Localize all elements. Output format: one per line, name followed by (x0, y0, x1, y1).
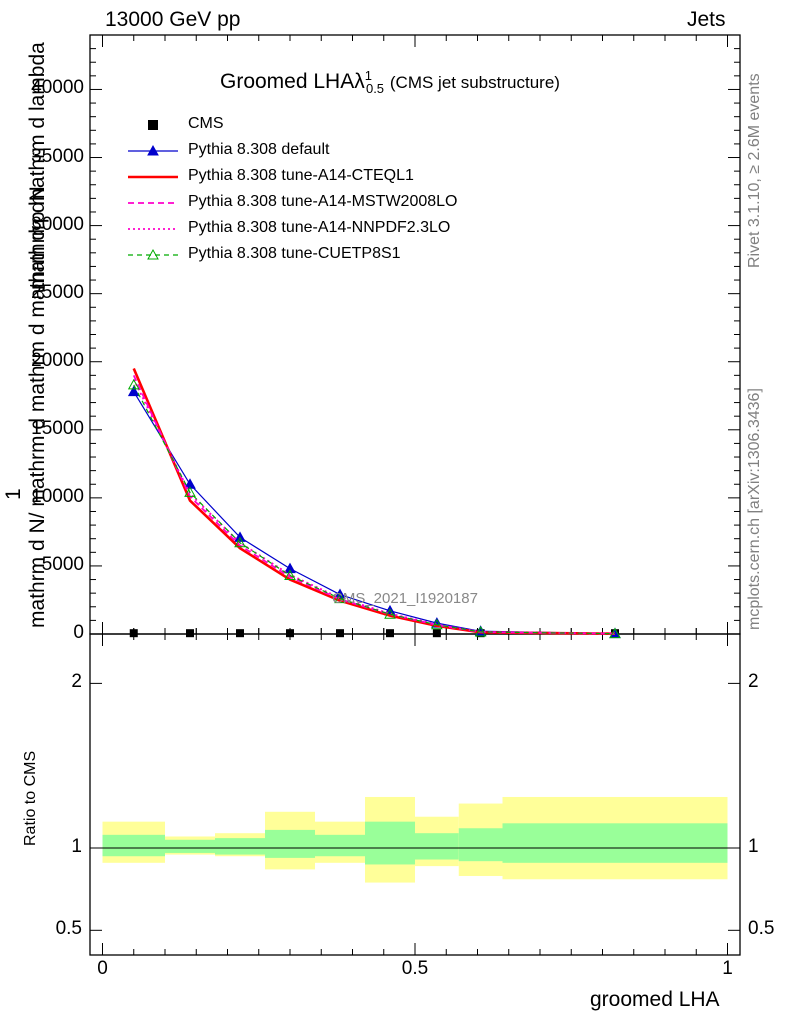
y-tick-label: 40000 (31, 77, 84, 99)
cms-data-point (129, 629, 138, 638)
ratio-tick-label: 0.5 (55, 918, 82, 940)
series-point (334, 592, 346, 604)
ratio-tick-label-right: 2 (748, 671, 759, 693)
ratio-frame-box (89, 633, 741, 956)
y-tick-label: 35000 (31, 145, 84, 167)
x-tick-label: 1 (722, 958, 733, 979)
legend-label: Pythia 8.308 tune-CUETP8S1 (188, 245, 401, 262)
ratio-band-inner (165, 839, 215, 853)
chart-title: Groomed LHAλ10.5 (CMS jet substructure) (220, 68, 560, 96)
cms-data-point (186, 629, 194, 638)
x-tick-label: 0 (97, 958, 108, 979)
ratio-panel-frame (89, 633, 741, 956)
x-tick-label: 0.5 (401, 958, 429, 979)
analysis-watermark: CMS_2021_I1920187 (332, 590, 478, 607)
title-sub: 0.5 (365, 81, 385, 97)
ratio-band-inner (502, 823, 728, 863)
legend-label: Pythia 8.308 default (188, 141, 330, 158)
series-point (127, 385, 140, 397)
cms-data-point (386, 629, 394, 638)
y-tick-label: 5000 (41, 553, 84, 575)
title-sup: 1 (364, 68, 372, 83)
legend-label: Pythia 8.308 tune-A14-CTEQL1 (188, 167, 414, 184)
series-point (234, 536, 246, 548)
cms-data-point (236, 629, 244, 638)
x-axis-label: groomed LHA (590, 988, 720, 1011)
series-point (609, 627, 621, 639)
y-tick-label: 15000 (31, 417, 84, 439)
ratio-tick-label-right: 0.5 (748, 918, 775, 940)
ratio-tick-label: 1 (71, 836, 82, 857)
mcplots-label: mcplots.cern.ch [arXiv:1306.3436] (746, 388, 763, 630)
ratio-tick-label: 2 (71, 671, 82, 693)
y-tick-label: 10000 (31, 485, 84, 507)
series-point (284, 562, 296, 574)
legend-marker (148, 120, 158, 130)
legend-marker (147, 144, 159, 156)
series-point (384, 608, 396, 619)
series-line (133, 384, 616, 635)
rivet-label: Rivet 3.1.10, ≥ 2.6M events (746, 73, 763, 268)
series-lines (127, 368, 621, 639)
legend-markers (128, 120, 178, 260)
series-point (127, 378, 140, 390)
legend-label: CMS (188, 115, 224, 132)
series-line (132, 379, 616, 635)
ratio-band-inner (365, 821, 415, 865)
cms-data-point (432, 629, 441, 638)
y-axis-label-denominator: mathrm d N/ mathrm d mathrm d mathrm d p… (26, 42, 49, 628)
y-tick-label: 25000 (31, 281, 84, 303)
ratio-band-inner (215, 838, 265, 855)
y-tick-label: 20000 (31, 349, 84, 371)
ratio-band-inner (315, 834, 365, 857)
ratio-band-inner (102, 834, 165, 857)
y-axis-label-one: 1 (2, 488, 25, 500)
header-right: Jets (687, 8, 726, 31)
series-line (132, 368, 616, 636)
legend-label: Pythia 8.308 tune-A14-MSTW2008LO (188, 193, 458, 210)
y-tick-label: 0 (73, 622, 84, 643)
series-point (184, 486, 196, 497)
title-suffix: (CMS jet substructure) (389, 73, 560, 92)
series-point (474, 625, 487, 637)
legend-label: Pythia 8.308 tune-A14-NNPDF2.3LO (188, 219, 451, 236)
cms-data-point (286, 629, 294, 638)
ratio-band-inner (458, 828, 503, 862)
legend-marker (147, 248, 159, 260)
ratio-bands (102, 796, 728, 883)
title-main: Groomed LHAλ (220, 70, 365, 93)
cms-data-point (336, 629, 344, 638)
y-axis-label-ratio: Ratio to CMS (22, 750, 39, 846)
y-tick-label: 30000 (31, 213, 84, 235)
header-left: 13000 GeV pp (105, 8, 241, 31)
ratio-tick-label-right: 1 (748, 836, 759, 857)
ratio-band-inner (415, 833, 459, 860)
series-point (431, 618, 443, 630)
series-point (284, 569, 296, 580)
ratio-band-inner (265, 829, 315, 858)
